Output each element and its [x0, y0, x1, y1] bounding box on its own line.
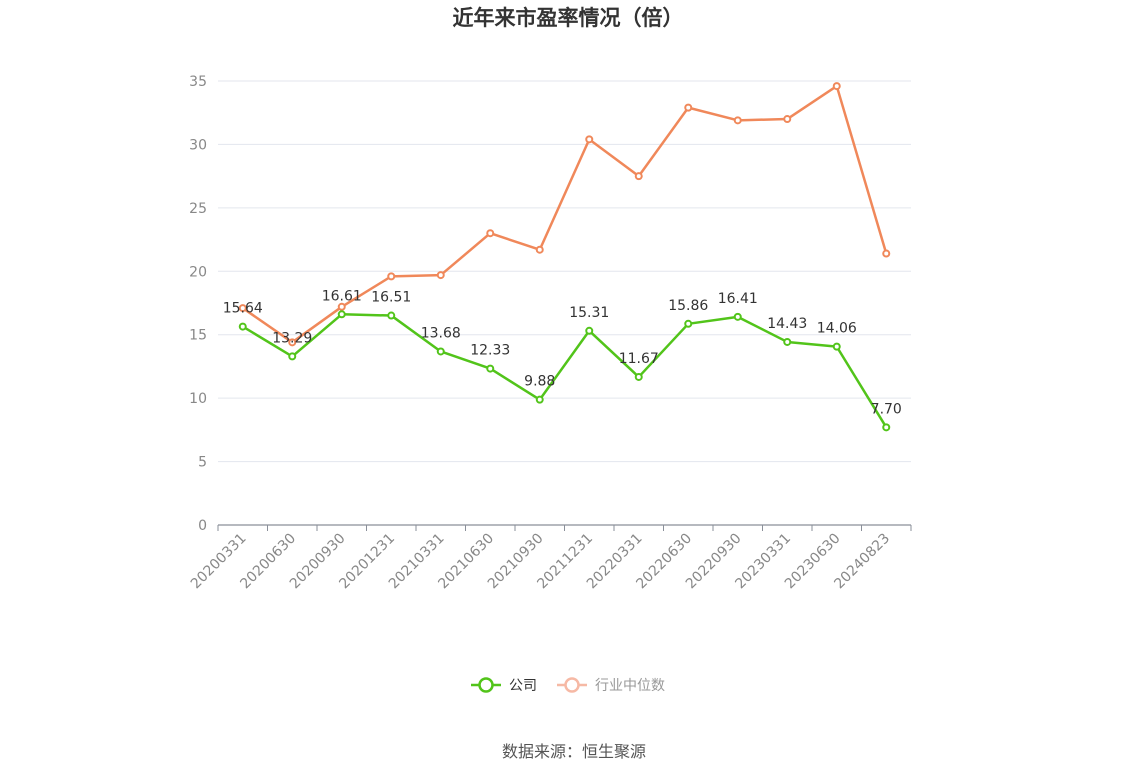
y-tick-label: 25 [189, 201, 207, 217]
data-point [438, 348, 444, 354]
data-point [339, 304, 345, 310]
data-point [784, 339, 790, 345]
data-point [784, 116, 790, 122]
chart-title: 近年来市盈率情况（倍） [453, 6, 684, 30]
data-point [388, 313, 394, 319]
data-point [339, 311, 345, 317]
data-point [388, 273, 394, 279]
y-tick-label: 15 [189, 328, 207, 344]
data-point [537, 247, 543, 253]
data-label: 12.33 [470, 343, 510, 359]
y-tick-label: 30 [189, 137, 207, 153]
data-point [735, 117, 741, 123]
data-label: 16.61 [322, 288, 362, 304]
data-point [438, 272, 444, 278]
data-label: 14.06 [817, 321, 857, 337]
data-point [586, 136, 592, 142]
legend-item-0[interactable]: 公司 [471, 678, 537, 694]
legend-label: 行业中位数 [595, 678, 665, 694]
data-point [289, 353, 295, 359]
series-lines [240, 83, 890, 430]
data-label: 13.68 [421, 325, 461, 341]
data-label: 15.31 [569, 305, 609, 321]
data-point [636, 173, 642, 179]
legend-swatch-marker [480, 679, 493, 692]
data-label: 14.43 [767, 316, 807, 332]
grid-lines [218, 81, 911, 462]
data-label: 15.86 [668, 298, 708, 314]
data-label: 7.70 [871, 401, 902, 417]
data-point [240, 324, 246, 330]
data-point [586, 328, 592, 334]
data-point [685, 105, 691, 111]
data-point [834, 83, 840, 89]
legend[interactable]: 公司 行业中位数 [471, 678, 665, 694]
data-label: 15.64 [223, 301, 263, 317]
source-note: 数据来源：恒生聚源 [502, 742, 646, 761]
data-label: 11.67 [619, 351, 659, 367]
legend-label: 公司 [509, 678, 537, 694]
data-point [487, 230, 493, 236]
legend-item-1[interactable]: 行业中位数 [557, 678, 665, 694]
data-point [883, 251, 889, 257]
data-point [883, 424, 889, 430]
data-label: 9.88 [524, 374, 555, 390]
data-point [636, 374, 642, 380]
data-point [735, 314, 741, 320]
y-tick-label: 35 [189, 74, 207, 90]
y-tick-label: 10 [189, 391, 207, 407]
y-tick-label: 5 [198, 455, 207, 471]
data-point [487, 366, 493, 372]
data-label: 16.51 [371, 290, 411, 306]
data-label: 16.41 [718, 291, 758, 307]
y-tick-label: 0 [198, 518, 207, 534]
series-1 [240, 83, 890, 345]
data-point [537, 397, 543, 403]
legend-swatch-marker [566, 679, 579, 692]
y-tick-label: 20 [189, 264, 207, 280]
data-point [834, 344, 840, 350]
data-point [685, 321, 691, 327]
data-label: 13.29 [272, 330, 312, 346]
